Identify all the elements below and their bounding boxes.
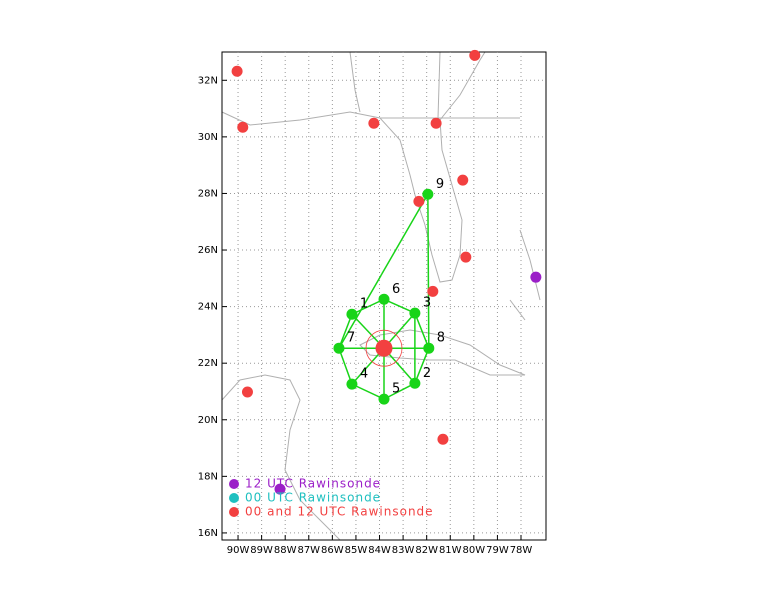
station bbox=[274, 483, 286, 495]
site bbox=[378, 393, 390, 405]
legend-label: 12 UTC Rawinsonde bbox=[245, 477, 381, 491]
station bbox=[231, 65, 243, 77]
station bbox=[430, 117, 442, 129]
site-label: 2 bbox=[423, 366, 431, 381]
y-tick-label: 28N bbox=[198, 188, 218, 199]
site-label: 1 bbox=[360, 297, 368, 312]
x-tick-label: 80W bbox=[463, 545, 486, 556]
legend-marker bbox=[229, 493, 239, 503]
station bbox=[437, 433, 449, 445]
site-label: 7 bbox=[347, 331, 355, 346]
x-tick-label: 82W bbox=[415, 545, 438, 556]
x-tick-label: 79W bbox=[486, 545, 509, 556]
network-line bbox=[383, 298, 416, 314]
station bbox=[457, 174, 469, 186]
station bbox=[237, 121, 249, 133]
coastline bbox=[221, 374, 341, 541]
site bbox=[422, 188, 434, 200]
legend-label: 00 and 12 UTC Rawinsonde bbox=[245, 505, 434, 519]
x-tick-label: 86W bbox=[321, 545, 344, 556]
network-line bbox=[414, 312, 430, 349]
site bbox=[346, 308, 358, 320]
network-line bbox=[383, 382, 416, 400]
y-tick-label: 22N bbox=[198, 358, 218, 369]
station bbox=[530, 271, 542, 283]
station bbox=[460, 251, 472, 263]
network-line bbox=[351, 383, 385, 400]
site bbox=[409, 307, 421, 319]
coastline bbox=[359, 329, 526, 376]
x-tick-label: 84W bbox=[368, 545, 391, 556]
site bbox=[346, 378, 358, 390]
site-label: 6 bbox=[392, 282, 400, 297]
station bbox=[469, 49, 481, 61]
track-ring bbox=[365, 329, 403, 367]
y-tick-label: 16N bbox=[198, 528, 218, 539]
station bbox=[368, 117, 380, 129]
network-line bbox=[338, 347, 353, 385]
network-line bbox=[338, 193, 429, 349]
x-tick-label: 87W bbox=[297, 545, 320, 556]
network-line bbox=[338, 313, 353, 349]
y-tick-label: 30N bbox=[198, 132, 218, 143]
map-frame bbox=[221, 51, 547, 541]
site bbox=[378, 293, 390, 305]
legend-label: 00 UTC Rawinsonde bbox=[245, 491, 381, 505]
site-label: 8 bbox=[437, 331, 445, 346]
site bbox=[409, 377, 421, 389]
station bbox=[427, 285, 439, 297]
storm-center bbox=[375, 339, 393, 357]
site-label: 5 bbox=[392, 382, 400, 397]
network-line bbox=[427, 194, 430, 349]
x-tick-label: 83W bbox=[392, 545, 415, 556]
site bbox=[423, 342, 435, 354]
y-tick-label: 24N bbox=[198, 302, 218, 313]
coastline bbox=[509, 229, 541, 321]
x-tick-label: 89W bbox=[250, 545, 273, 556]
y-tick-label: 26N bbox=[198, 245, 218, 256]
x-tick-label: 85W bbox=[345, 545, 368, 556]
station bbox=[241, 386, 253, 398]
site bbox=[333, 342, 345, 354]
x-tick-label: 88W bbox=[274, 545, 297, 556]
network-line bbox=[414, 347, 430, 384]
y-tick-label: 18N bbox=[198, 471, 218, 482]
site-label: 4 bbox=[360, 367, 368, 382]
x-tick-label: 90W bbox=[227, 545, 250, 556]
x-tick-label: 78W bbox=[510, 545, 533, 556]
x-tick-label: 81W bbox=[439, 545, 462, 556]
legend-marker bbox=[229, 479, 239, 489]
site-label: 9 bbox=[436, 177, 444, 192]
y-tick-label: 20N bbox=[198, 415, 218, 426]
site-label: 3 bbox=[423, 296, 431, 311]
legend-marker bbox=[229, 507, 239, 517]
station bbox=[413, 195, 425, 207]
border bbox=[349, 51, 520, 119]
network-line bbox=[351, 298, 385, 315]
y-tick-label: 32N bbox=[198, 75, 218, 86]
